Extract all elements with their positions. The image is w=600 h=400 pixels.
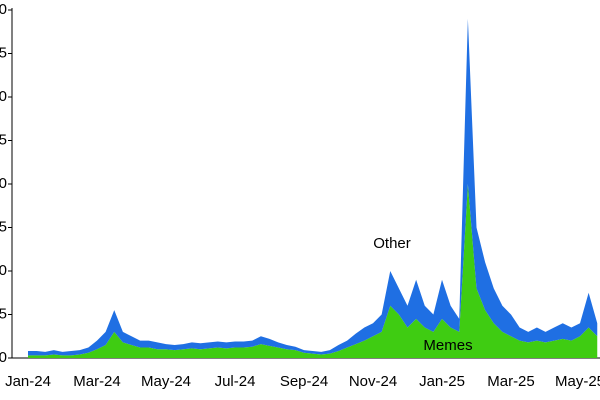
x-tick-label: Sep-24 <box>280 373 328 390</box>
x-tick-label: Mar-24 <box>73 373 121 390</box>
x-tick-label: May-25 <box>555 373 600 390</box>
y-tick-label: 20 <box>0 175 7 192</box>
area <box>28 18 598 356</box>
x-tick-label: Nov-24 <box>349 373 397 390</box>
series-label: Other <box>373 235 411 252</box>
y-tick-label: 30 <box>0 88 7 105</box>
series-label: Memes <box>423 337 472 354</box>
y-tick-label: 5 <box>0 305 7 322</box>
x-tick-label: May-24 <box>141 373 191 390</box>
y-tick-label: 15 <box>0 218 7 235</box>
y-tick-label: 0 <box>0 349 7 366</box>
x-tick-label: Jul-24 <box>215 373 256 390</box>
y-tick-label: 40 <box>0 1 7 18</box>
y-tick-label: 10 <box>0 262 7 279</box>
x-tick-label: Jan-24 <box>5 373 51 390</box>
x-tick-label: Mar-25 <box>487 373 535 390</box>
x-tick-label: Jan-25 <box>419 373 465 390</box>
y-tick-label: 35 <box>0 44 7 61</box>
y-tick-label: 25 <box>0 131 7 148</box>
